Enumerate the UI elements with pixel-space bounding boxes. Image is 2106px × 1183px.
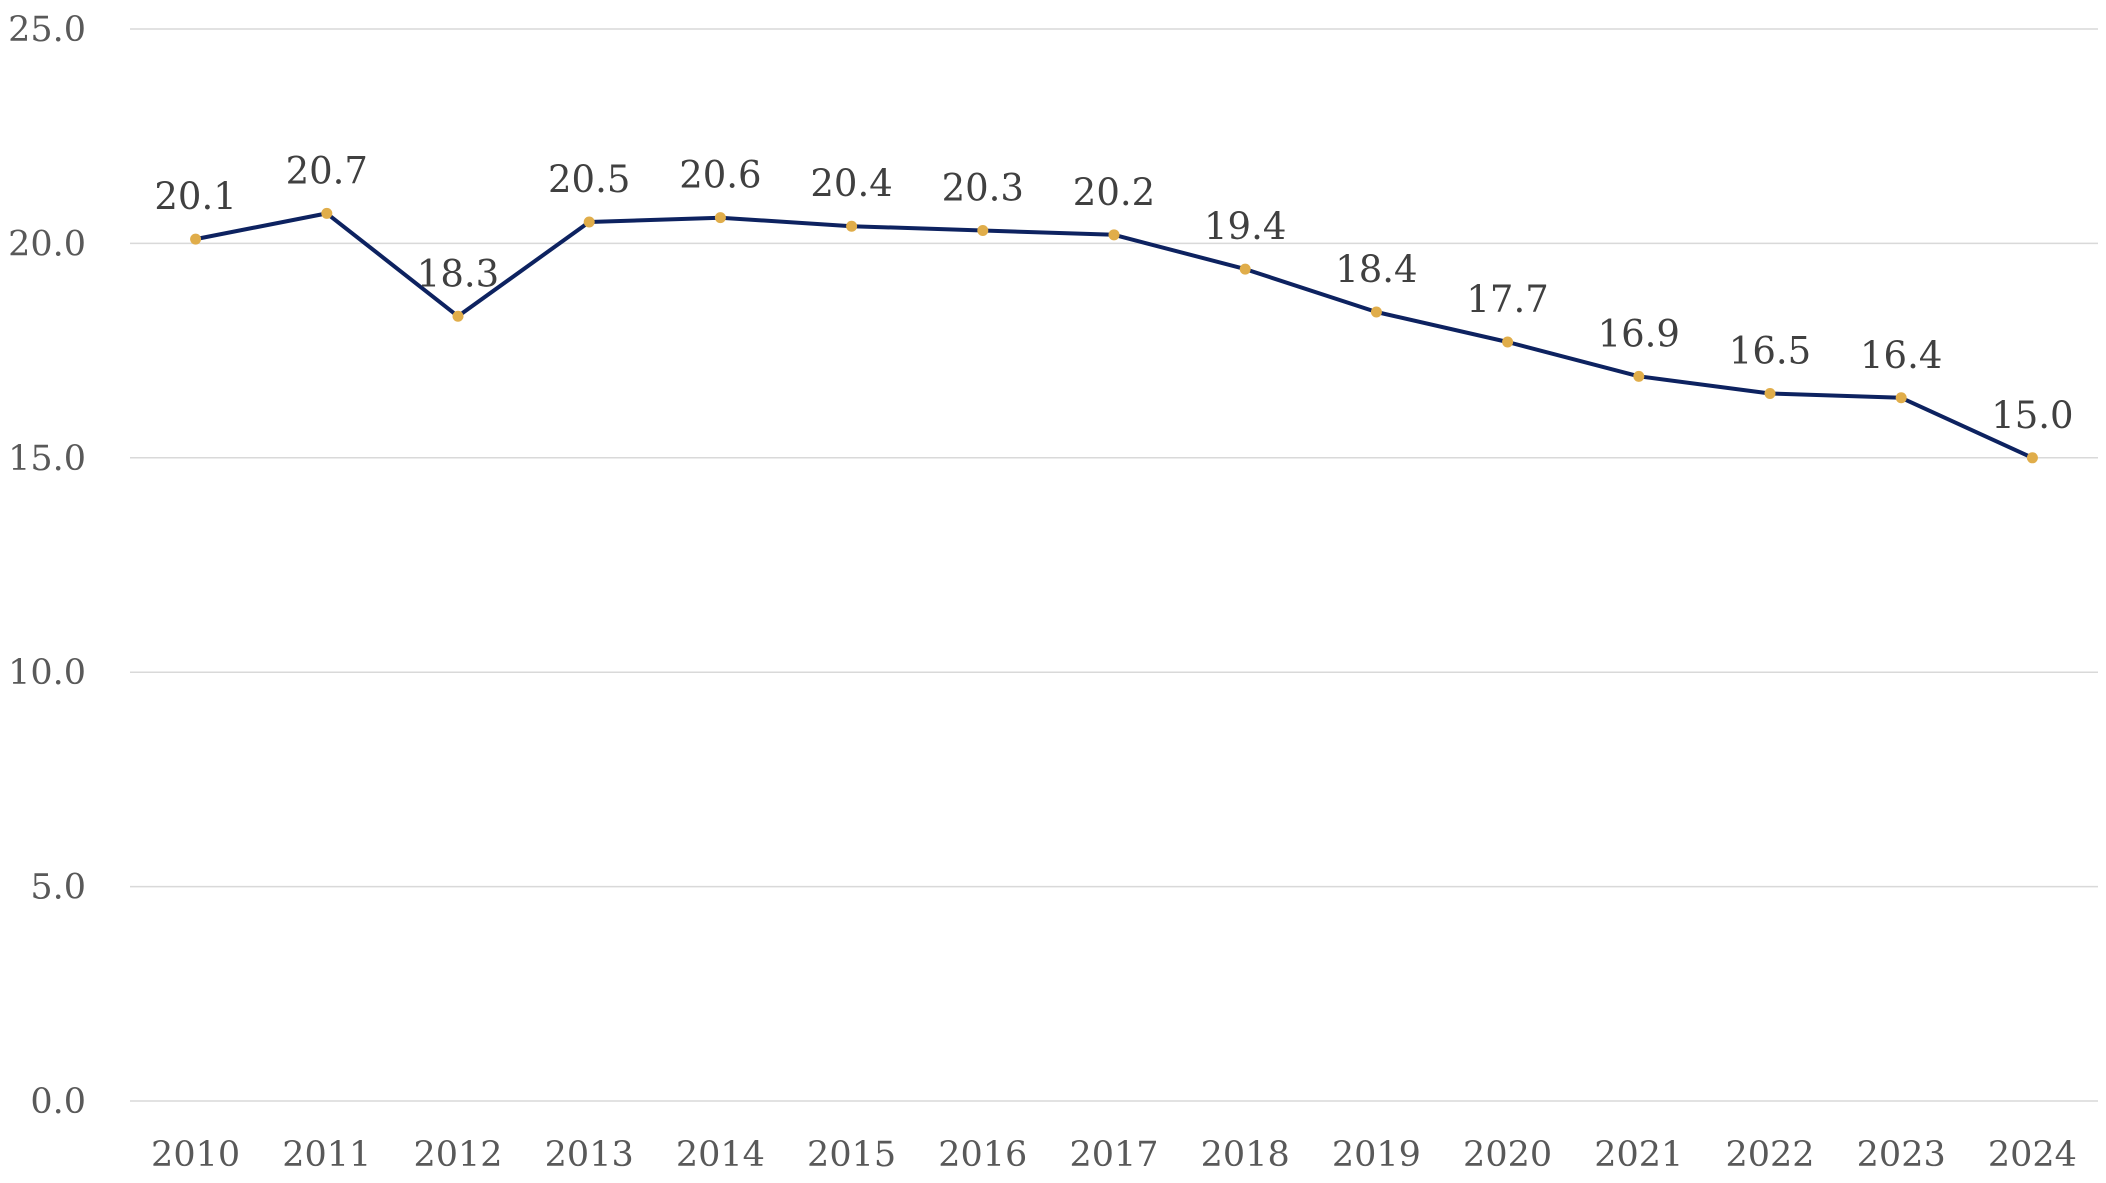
data-point-marker <box>1764 387 1776 399</box>
data-label: 20.3 <box>942 167 1024 210</box>
data-label: 20.7 <box>286 149 368 192</box>
data-label: 18.3 <box>417 252 499 295</box>
x-tick-label: 2012 <box>413 1135 502 1175</box>
y-tick-label: 0.0 <box>30 1082 86 1122</box>
data-label: 20.5 <box>548 158 630 201</box>
x-tick-label: 2017 <box>1069 1135 1158 1175</box>
y-tick-label: 20.0 <box>8 224 86 264</box>
data-point-marker <box>452 310 464 322</box>
x-tick-label: 2019 <box>1332 1135 1421 1175</box>
gridlines <box>130 28 2098 1102</box>
x-tick-label: 2022 <box>1725 1135 1814 1175</box>
x-tick-label: 2014 <box>676 1135 765 1175</box>
y-tick-label: 25.0 <box>8 10 86 50</box>
x-tick-label: 2018 <box>1201 1135 1290 1175</box>
x-tick-label: 2016 <box>938 1135 1027 1175</box>
data-point-marker <box>846 220 858 232</box>
data-point-marker <box>1108 229 1120 241</box>
x-tick-label: 2023 <box>1857 1135 1946 1175</box>
x-axis: 2010 2011 2012 2013 2014 2015 2016 2017 2018 2019… <box>151 1135 2077 1175</box>
data-point-marker <box>1370 306 1382 318</box>
data-label: 20.2 <box>1073 171 1155 214</box>
x-tick-label: 2024 <box>1988 1135 2077 1175</box>
y-tick-label: 10.0 <box>8 653 86 693</box>
data-point-marker <box>2026 452 2038 464</box>
x-tick-label: 2011 <box>282 1135 371 1175</box>
data-label: 15.0 <box>1991 394 2073 437</box>
data-label: 16.9 <box>1598 312 1680 355</box>
data-point-marker <box>1239 263 1251 275</box>
x-tick-label: 2015 <box>807 1135 896 1175</box>
y-axis: 0.0 5.0 10.0 15.0 20.0 25.0 <box>8 10 86 1122</box>
x-tick-label: 2013 <box>545 1135 634 1175</box>
data-point-marker <box>583 216 595 228</box>
y-tick-label: 15.0 <box>8 439 86 479</box>
data-label: 20.6 <box>679 154 761 197</box>
data-point-marker <box>1895 392 1907 404</box>
data-point-marker <box>977 225 989 237</box>
x-tick-label: 2021 <box>1594 1135 1683 1175</box>
series <box>190 207 2038 464</box>
y-tick-label: 5.0 <box>30 868 86 908</box>
x-tick-label: 2010 <box>151 1135 240 1175</box>
data-label: 18.4 <box>1335 248 1417 291</box>
data-label: 19.4 <box>1204 205 1286 248</box>
data-label: 17.7 <box>1466 278 1548 321</box>
data-point-marker <box>1502 336 1514 348</box>
x-tick-label: 2020 <box>1463 1135 1552 1175</box>
data-label: 20.1 <box>154 175 236 218</box>
data-point-marker <box>1633 370 1645 382</box>
data-point-marker <box>190 233 202 245</box>
data-label: 20.4 <box>810 162 892 205</box>
data-label: 16.4 <box>1860 334 1942 377</box>
data-labels: 20.1 20.7 18.3 20.5 20.6 20.4 20.3 20.2 19.4 18.4… <box>154 149 2073 436</box>
data-point-marker <box>321 207 333 219</box>
data-point-marker <box>714 212 726 224</box>
data-label: 16.5 <box>1729 329 1811 372</box>
